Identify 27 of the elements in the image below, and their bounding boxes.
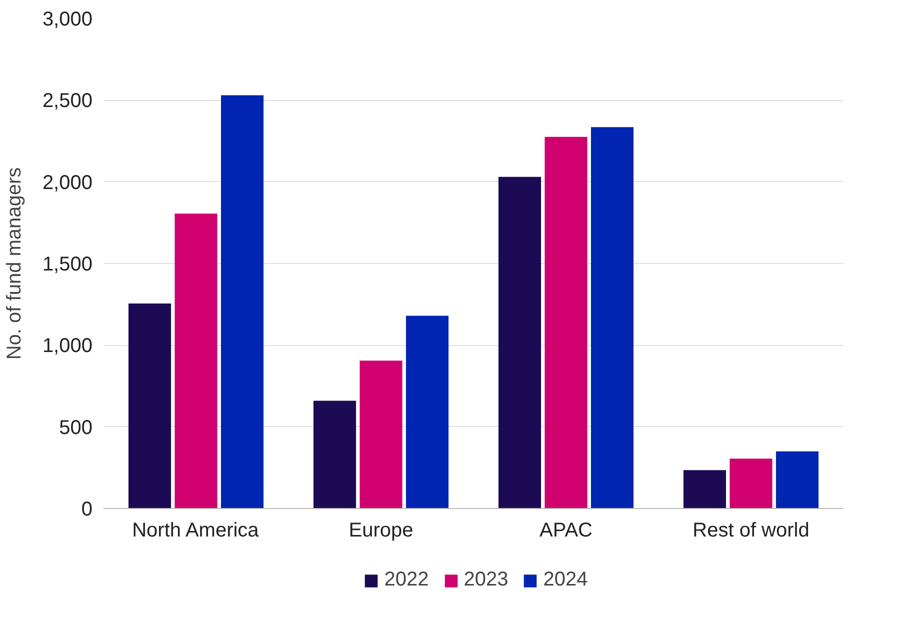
- bar: [776, 451, 819, 508]
- bar: [360, 360, 402, 508]
- bar: [406, 316, 449, 508]
- x-tick-label: North America: [132, 520, 260, 542]
- y-tick-label: 2,500: [42, 90, 93, 112]
- bar: [730, 458, 772, 508]
- y-tick-label: 1,500: [42, 254, 93, 276]
- bar: [683, 470, 726, 508]
- y-tick-label: 3,000: [42, 8, 93, 30]
- bar: [498, 176, 542, 508]
- y-tick-label: 500: [59, 416, 93, 439]
- bar: [590, 127, 634, 508]
- bar: [313, 400, 356, 508]
- y-tick-label: 2,000: [42, 172, 93, 194]
- y-tick-label: 1,000: [42, 335, 93, 358]
- y-axis-title: No. of fund managers: [3, 167, 26, 360]
- legend-label: 2023: [464, 568, 508, 592]
- x-tick-label: Rest of world: [692, 520, 810, 542]
- bar: [544, 136, 588, 508]
- legend-label: 2024: [543, 568, 588, 592]
- y-tick-label: 0: [81, 498, 92, 520]
- x-tick-label: Europe: [348, 520, 414, 542]
- bar: [174, 214, 218, 508]
- bar: [128, 304, 172, 508]
- bar: [220, 95, 264, 508]
- legend-label: 2022: [384, 568, 429, 592]
- x-tick-label: APAC: [540, 520, 592, 542]
